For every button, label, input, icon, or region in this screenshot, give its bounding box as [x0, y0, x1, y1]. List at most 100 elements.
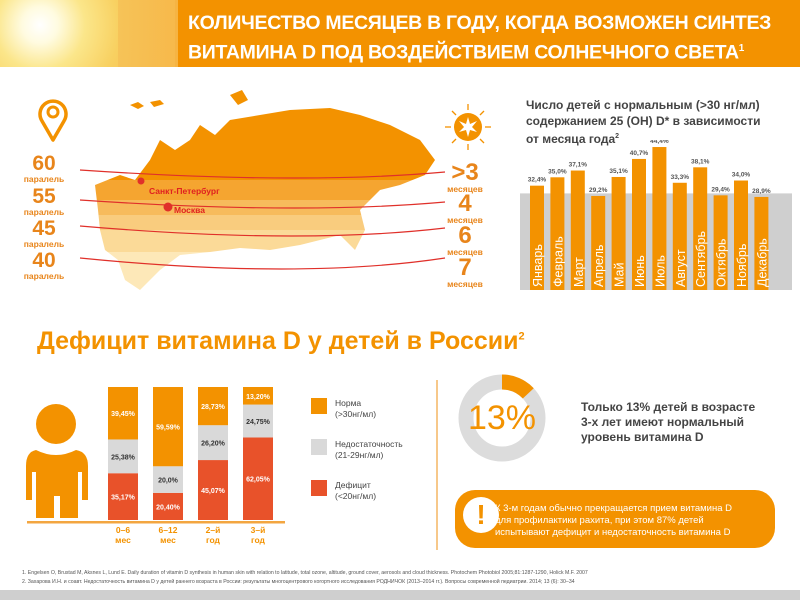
parallel-number: 55 — [32, 185, 56, 208]
months-6: 6 месяцев — [440, 222, 490, 258]
city-label-moscow: Москва — [174, 205, 205, 215]
months-number: 6 — [458, 222, 472, 249]
data-label: 28,9% — [752, 188, 771, 195]
category-label: мес — [160, 535, 176, 545]
category-label: год — [206, 535, 221, 545]
data-label: 32,4% — [528, 177, 547, 184]
category-label: 3–й — [251, 525, 266, 535]
baseline — [27, 521, 285, 524]
parallel-number: 60 — [32, 152, 56, 175]
month-label: Апрель — [592, 245, 606, 287]
monthly-chart-title: Число детей с нормальным (>30 нг/мл) сод… — [526, 97, 760, 147]
legend-label: Недостаточность (21-29нг/мл) — [335, 439, 403, 460]
donut-value-arc — [458, 374, 546, 462]
category-label: мес — [115, 535, 131, 545]
bar-7 — [672, 182, 687, 290]
month-label: Август — [674, 249, 688, 287]
title-footnote-ref: 1 — [738, 43, 745, 54]
segment-0 — [153, 492, 183, 520]
bar-0 — [530, 185, 544, 290]
title-line-2: ВИТАМИНА D ПОД ВОЗДЕЙСТВИЕМ СОЛНЕЧНОГО С… — [188, 41, 739, 64]
data-label: 35,0% — [548, 168, 567, 175]
bottom-bar — [0, 590, 800, 600]
warning-callout — [455, 490, 775, 548]
months-label: месяцев — [447, 279, 483, 289]
segment-1 — [153, 466, 183, 493]
month-label: Октябрь — [715, 239, 729, 287]
month-label: Июль — [653, 255, 667, 287]
russia-map — [79, 90, 446, 290]
legend-item: Недостаточность (21-29нг/мл) — [311, 439, 403, 461]
divider — [436, 380, 438, 550]
data-label: 33,3% — [671, 174, 690, 181]
legend-label: Норма (>30нг/мл) — [335, 398, 377, 419]
legend-item: Дефицит (<20нг/мл) — [311, 480, 376, 502]
section-title: Дефицит витамина D у детей в России2 — [37, 327, 525, 356]
data-label: 34,0% — [732, 172, 751, 179]
section-footnote-ref: 2 — [518, 330, 525, 343]
segment-label: 20,40% — [156, 504, 181, 511]
month-label: Июнь — [633, 255, 647, 287]
months-3: >3 месяцев — [440, 161, 490, 195]
data-label: 44,4% — [650, 140, 669, 145]
category-label: 0–6 — [116, 525, 130, 535]
age-stacked-bar-chart: 35,17%25,38%39,45%0–6мес20,40%20,0%59,59… — [27, 387, 285, 545]
donut-value: 13% — [467, 399, 537, 437]
location-pin-icon — [38, 99, 68, 142]
donut-text-line: 3-х лет имеют нормальный — [581, 415, 744, 429]
segment-1 — [243, 404, 273, 438]
months-label: месяцев — [447, 247, 483, 257]
callout-line: испытывают дефицит и недостаточность вит… — [495, 527, 731, 538]
parallel-number: 45 — [32, 217, 56, 240]
months-4: 4 месяцев — [440, 190, 490, 226]
parallel-label: паралель — [23, 271, 65, 281]
segment-label: 39,45% — [111, 411, 136, 418]
segment-label: 20,0% — [158, 478, 179, 485]
monthly-bar-chart: 32,4% Январь 35,0% Февраль 37,1% Март 29,2% Апр… — [520, 140, 792, 290]
chart-footnote-ref: 2 — [615, 133, 620, 140]
bar-2 — [570, 170, 585, 290]
child-icon — [26, 404, 88, 518]
segment-label: 62,05% — [246, 477, 271, 484]
spb-marker — [137, 177, 145, 185]
category-label: 2–й — [206, 525, 221, 535]
bar-10 — [734, 180, 748, 290]
legend-item: Норма (>30нг/мл) — [311, 398, 376, 420]
month-label: Май — [613, 262, 627, 287]
months-label: месяцев — [447, 184, 483, 194]
legend-label: Дефицит (<20нг/мл) — [335, 480, 377, 501]
month-label: Февраль — [551, 236, 565, 287]
legend-swatch — [311, 439, 327, 455]
segment-label: 45,07% — [201, 488, 226, 495]
month-label: Март — [572, 257, 586, 287]
segment-label: 35,17% — [111, 495, 136, 502]
category-label: 6–12 — [159, 525, 178, 535]
segment-label: 24,75% — [246, 419, 271, 426]
moscow-marker — [163, 202, 173, 212]
donut-chart — [458, 374, 546, 462]
sun-icon — [445, 104, 491, 150]
months-7: 7 месяцев — [440, 256, 490, 290]
parallel-label: паралель — [23, 174, 65, 184]
segment-label: 25,38% — [111, 454, 136, 461]
month-label: Январь — [531, 244, 545, 287]
donut-description: Только 13% детей в возрасте 3-х лет имею… — [581, 400, 755, 445]
footnote-1: 1. Engelsen O, Brustad M, Aksnes L, Lund… — [22, 570, 588, 576]
segment-2 — [153, 387, 183, 467]
title-line-1: КОЛИЧЕСТВО МЕСЯЦЕВ В ГОДУ, КОГДА ВОЗМОЖЕ… — [188, 12, 772, 34]
month-label: Ноябрь — [735, 244, 749, 287]
category-label: год — [251, 535, 266, 545]
parallel-label: паралель — [23, 207, 65, 217]
months-number: 4 — [458, 190, 472, 217]
bar-5 — [632, 158, 646, 290]
callout-text: К 3-м годам обычно прекращается прием ви… — [495, 503, 732, 539]
bar-3 — [591, 195, 606, 290]
parallel-label: паралель — [23, 239, 65, 249]
callout-line: К 3-м годам обычно прекращается прием ви… — [495, 503, 733, 514]
segment-0 — [243, 437, 273, 520]
segment-0 — [198, 460, 228, 520]
segment-1 — [108, 439, 138, 474]
data-label: 29,4% — [711, 186, 730, 193]
segment-2 — [243, 387, 273, 405]
months-label: месяцев — [447, 215, 483, 225]
